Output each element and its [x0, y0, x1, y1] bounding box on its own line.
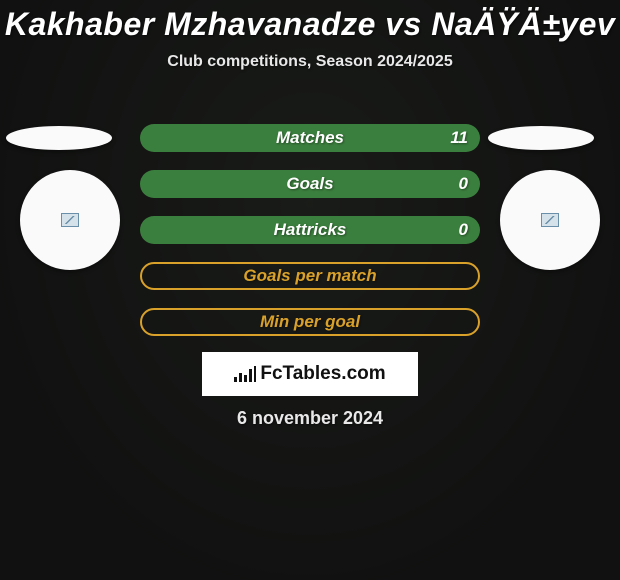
bar-chart-icon [234, 366, 256, 382]
stat-row: Goals per match [140, 262, 480, 290]
stat-row: Goals 0 [140, 170, 480, 198]
stat-label: Goals [286, 174, 333, 194]
right-player-avatar [500, 170, 600, 270]
page-subtitle: Club competitions, Season 2024/2025 [0, 53, 620, 71]
stat-label: Matches [276, 128, 344, 148]
right-team-ellipse [488, 126, 594, 150]
logo-text: FcTables.com [260, 363, 385, 385]
stats-container: Matches 11 Goals 0 Hattricks 0 Goals per match… [140, 124, 480, 354]
stat-label: Goals per match [243, 266, 376, 286]
stat-row: Hattricks 0 [140, 216, 480, 244]
fctables-logo: FcTables.com [202, 352, 418, 396]
stat-label: Min per goal [260, 312, 360, 332]
stat-value: 0 [459, 220, 468, 240]
image-placeholder-icon [61, 213, 79, 227]
date-label: 6 november 2024 [0, 408, 620, 429]
stat-row: Matches 11 [140, 124, 480, 152]
page-title: Kakhaber Mzhavanadze vs NaÄŸÄ±yev [0, 0, 620, 43]
stat-value: 0 [459, 174, 468, 194]
left-team-ellipse [6, 126, 112, 150]
stat-value: 11 [450, 128, 468, 148]
left-player-avatar [20, 170, 120, 270]
stat-label: Hattricks [274, 220, 347, 240]
content-overlay: Kakhaber Mzhavanadze vs NaÄŸÄ±yev Club c… [0, 0, 620, 580]
image-placeholder-icon [541, 213, 559, 227]
stat-row: Min per goal [140, 308, 480, 336]
